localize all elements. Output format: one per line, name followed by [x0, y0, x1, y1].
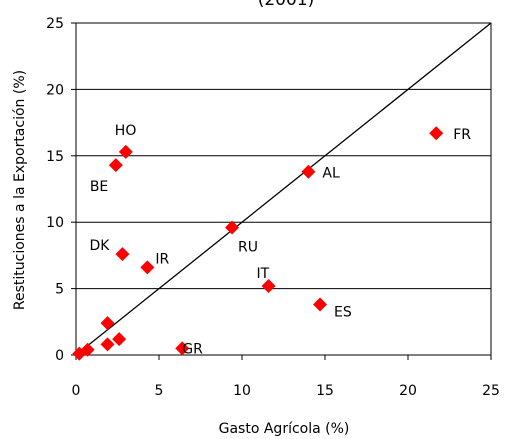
point-fr — [429, 126, 444, 141]
point-label-it: IT — [257, 266, 270, 282]
reference-line — [75, 22, 492, 356]
point-dk — [115, 247, 130, 262]
y-tick-label-3: 15 — [46, 149, 64, 165]
point-unlabeled-14 — [72, 346, 87, 361]
point-label-ho: HO — [115, 123, 137, 139]
gridlines — [76, 88, 491, 290]
y-tick-label-4: 20 — [46, 82, 64, 98]
x-axis-ticks: 0 5 10 15 20 25 — [72, 355, 500, 399]
y-tick-label-1: 5 — [55, 282, 64, 298]
y-tick-label-2: 10 — [46, 215, 64, 231]
y-tick-label-0: 0 — [55, 348, 64, 364]
point-label-ru: RU — [238, 240, 258, 256]
x-tick-label-4: 20 — [399, 383, 417, 399]
y-axis-ticks: 0 5 10 15 20 25 — [46, 16, 76, 364]
point-ru — [225, 220, 240, 235]
plot-area-frame — [75, 22, 492, 356]
point-label-fr: FR — [453, 127, 471, 143]
x-tick-label-2: 10 — [233, 383, 251, 399]
y-tick-label-5: 25 — [46, 16, 64, 32]
x-tick-label-1: 5 — [155, 383, 164, 399]
y-axis-label: Restituciones a la Exportación (%) — [12, 70, 28, 310]
point-label-es: ES — [334, 305, 352, 321]
x-axis-label: Gasto Agrícola (%) — [219, 421, 350, 437]
point-ir — [140, 260, 155, 275]
point-es — [313, 297, 328, 312]
point-gr — [175, 341, 190, 356]
point-label-ir: IR — [155, 251, 169, 267]
x-tick-label-5: 25 — [482, 383, 500, 399]
point-label-al: AL — [322, 166, 340, 182]
point-unlabeled-12 — [100, 337, 115, 352]
point-be — [108, 158, 123, 173]
point-label-gr: GR — [182, 341, 203, 357]
data-labels: HO BE FR AL RU DK IR IT ES GR — [89, 123, 471, 358]
point-unlabeled-10 — [100, 316, 115, 331]
data-points — [72, 126, 444, 361]
x-tick-label-3: 15 — [316, 383, 334, 399]
point-label-be: BE — [90, 179, 108, 195]
point-it — [261, 278, 276, 293]
chart-title: (2001) — [258, 0, 315, 10]
point-al — [301, 164, 316, 179]
point-label-dk: DK — [89, 238, 110, 254]
x-tick-label-0: 0 — [72, 383, 81, 399]
point-ho — [118, 144, 133, 159]
point-unlabeled-11 — [112, 332, 127, 347]
